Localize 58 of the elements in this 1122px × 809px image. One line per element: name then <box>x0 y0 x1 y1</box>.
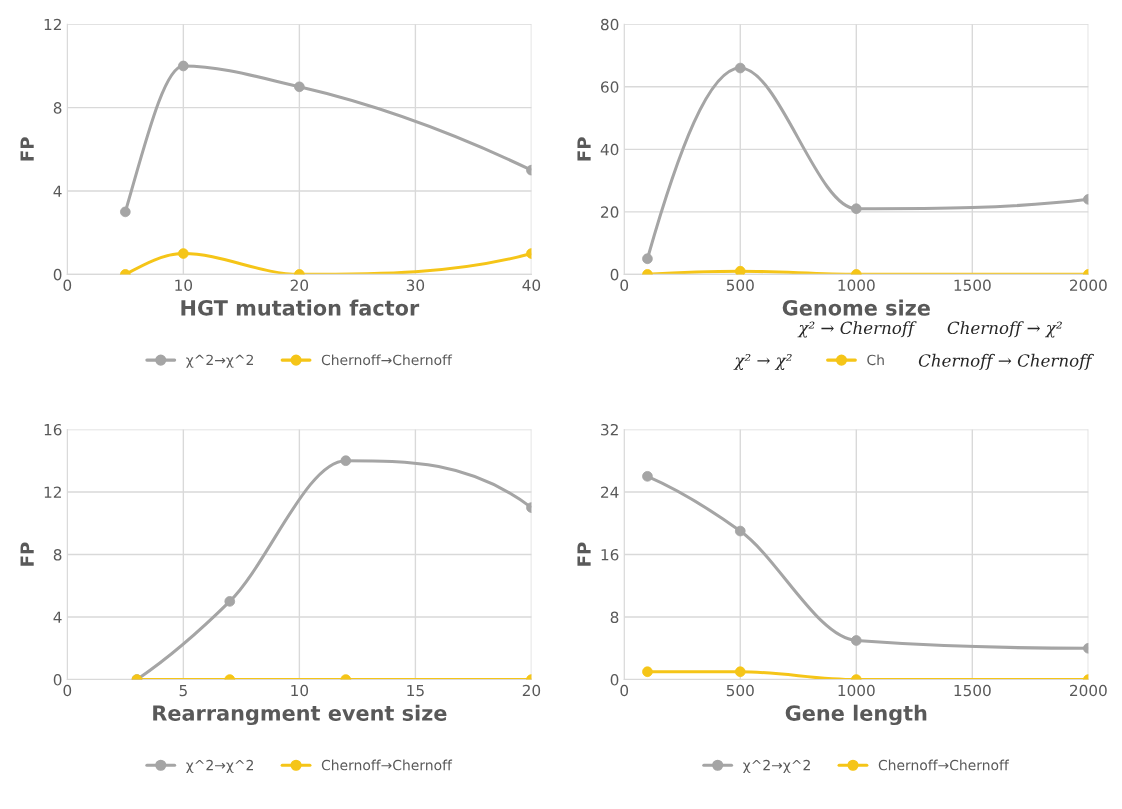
text: χ² → χ² <box>733 353 792 370</box>
y-tick-label: 16 <box>601 548 619 561</box>
y-tick-label: 20 <box>601 206 619 218</box>
y-tick-label: 32 <box>601 423 618 436</box>
text: Chernoff → Chernoff <box>918 353 1094 370</box>
y-tick-label: 0 <box>610 268 619 281</box>
legend-label: χ^2→χ^2 <box>186 759 253 774</box>
y-tick-label: 0 <box>53 268 62 281</box>
x-tick-label: 0 <box>620 279 629 292</box>
text: Chernoff → χ² <box>947 321 1062 338</box>
x-tick-label: 30 <box>406 279 425 292</box>
legend-label: Chernoff→Chernoff <box>321 354 453 366</box>
x-axis-title: Rearrangment event size <box>153 704 447 726</box>
x-tick-label: 2000 <box>1070 279 1107 292</box>
y-tick-label: 60 <box>601 81 619 93</box>
legend-label: Ch <box>867 354 884 366</box>
legend-label: χ^2→χ^2 <box>186 354 253 368</box>
legend-label: Chernoff→Chernoff <box>878 759 1010 771</box>
x-tick-label: 20 <box>522 684 541 697</box>
legend-label: χ^2→χ^2 <box>743 759 810 774</box>
x-tick-label: 15 <box>407 684 424 697</box>
x-tick-label: 500 <box>726 279 754 292</box>
x-tick-label: 0 <box>620 684 629 697</box>
y-tick-label: 16 <box>44 423 62 436</box>
x-tick-label: 40 <box>522 279 541 292</box>
x-tick-label: 0 <box>63 279 72 292</box>
y-tick-label: 40 <box>600 143 619 156</box>
x-tick-label: 1000 <box>838 279 875 292</box>
y-tick-label: 8 <box>53 548 62 561</box>
y-tick-label: 80 <box>600 18 619 31</box>
y-tick-label: 4 <box>53 611 62 623</box>
y-tick-label: 12 <box>44 486 61 498</box>
x-tick-label: 10 <box>291 684 309 697</box>
x-tick-label: 20 <box>290 279 309 292</box>
x-tick-label: 1000 <box>838 684 875 697</box>
y-tick-label: 0 <box>610 674 619 686</box>
y-tick-label: 8 <box>610 611 619 624</box>
y-axis-title: FP <box>577 137 591 161</box>
x-axis-title: Genome size <box>782 299 930 316</box>
x-tick-label: 2000 <box>1070 684 1107 697</box>
y-tick-label: 8 <box>53 102 62 114</box>
y-tick-label: 24 <box>601 486 619 498</box>
x-tick-label: 5 <box>179 684 187 697</box>
y-tick-label: 0 <box>53 674 62 686</box>
y-tick-label: 4 <box>53 185 62 197</box>
y-axis-title: FP <box>20 137 34 161</box>
x-tick-label: 500 <box>726 684 754 697</box>
x-tick-label: 1500 <box>954 684 991 697</box>
y-tick-label: 12 <box>44 18 61 31</box>
x-tick-label: 0 <box>63 684 72 697</box>
y-axis-title: FP <box>577 542 591 566</box>
x-tick-label: 10 <box>175 279 193 292</box>
x-axis-title: HGT mutation factor <box>181 299 420 316</box>
x-tick-label: 1500 <box>954 279 991 292</box>
y-axis-title: FP <box>20 542 34 566</box>
text: χ² → Chernoff <box>797 321 917 338</box>
legend-label: Chernoff→Chernoff <box>321 759 453 771</box>
x-axis-title: Gene length <box>785 704 927 726</box>
